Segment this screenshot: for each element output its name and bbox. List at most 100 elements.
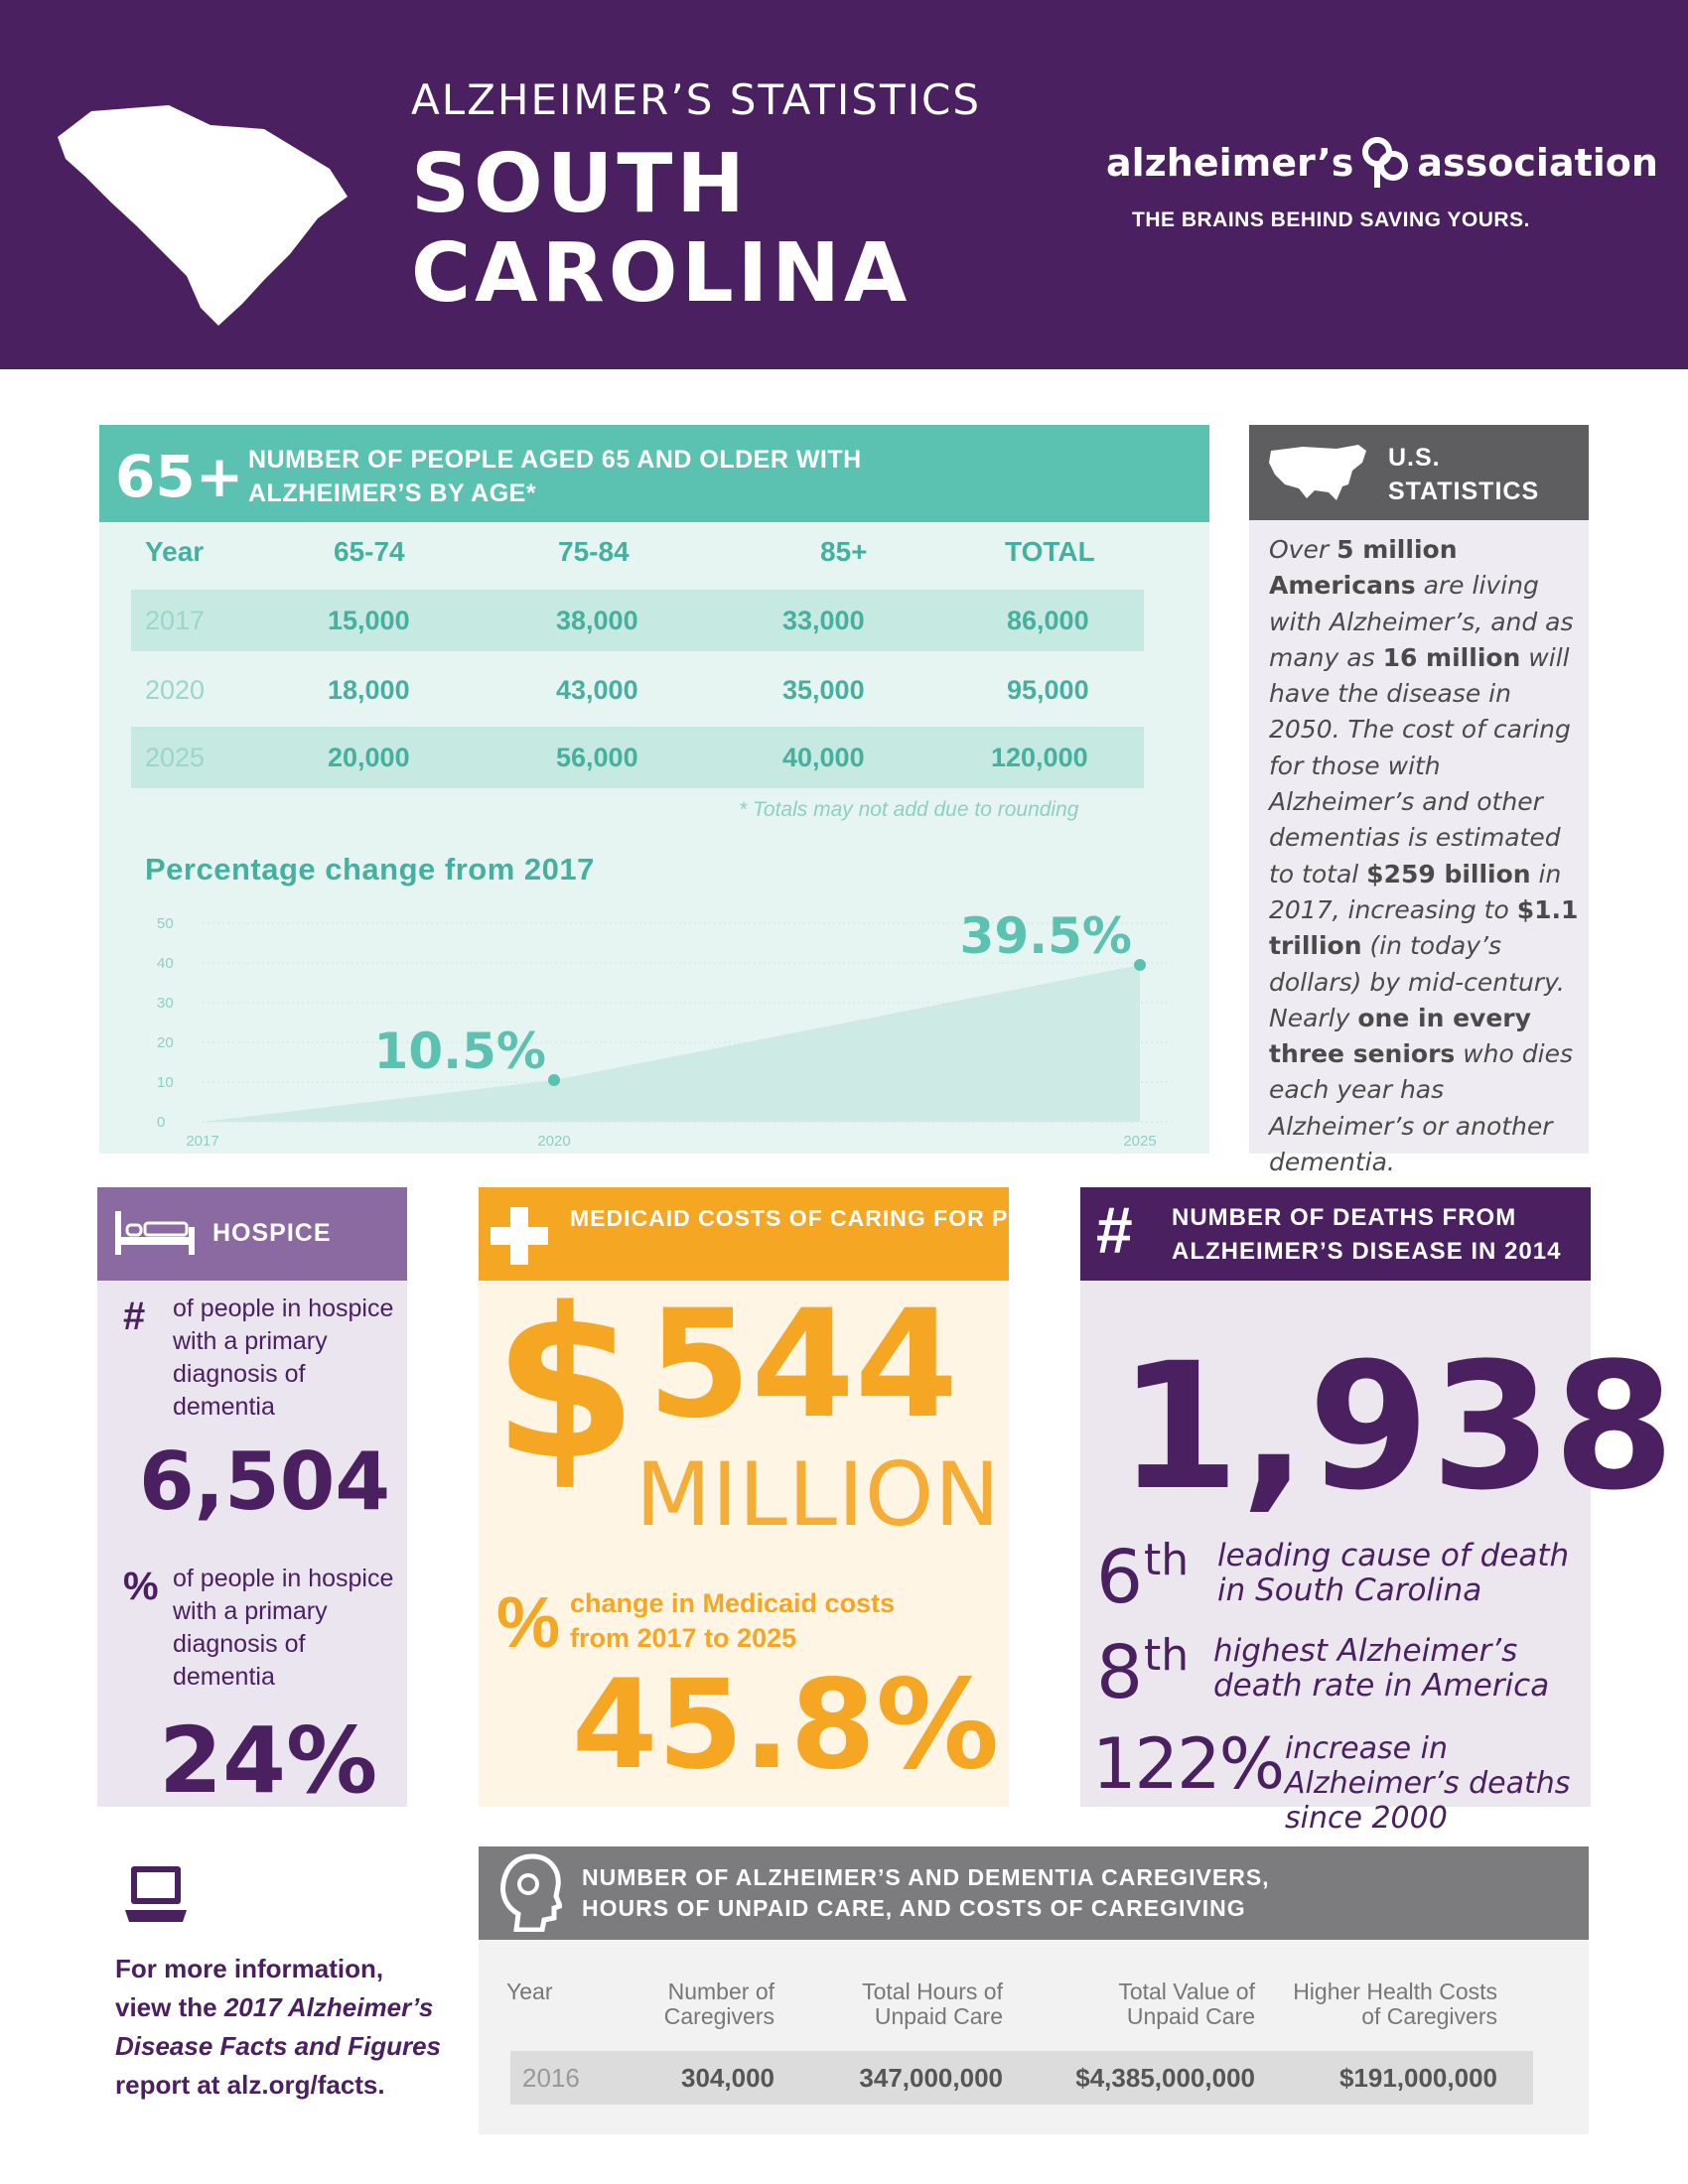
care-header-value: Total Value of Unpaid Care (1118, 1979, 1255, 2029)
care-cell-health: $191,000,000 (1338, 2063, 1497, 2093)
rank-1-suffix: th (1144, 1535, 1190, 1585)
chart-title: Percentage change from 2017 (145, 852, 595, 887)
age-stats-title: NUMBER OF PEOPLE AGED 65 AND OLDER WITH … (248, 446, 862, 507)
care-cell-hours: 347,000,000 (859, 2063, 1003, 2093)
state-name-line-1: SOUTH (411, 137, 749, 231)
care-header-caregivers: Number of Caregivers (663, 1979, 774, 2029)
bed-icon (115, 1211, 195, 1255)
hash-icon: # (123, 1295, 146, 1338)
chart-x-tick-label: 2017 (186, 1133, 218, 1150)
table-header-85plus: 85+ (820, 536, 868, 567)
table-cell: 33,000 (782, 606, 865, 635)
chart-y-tick-label: 40 (157, 955, 174, 972)
table-cell-year: 2025 (145, 743, 206, 772)
association-logo: alzheimer’s association (1106, 133, 1658, 193)
caregivers-header (479, 1846, 1589, 1940)
chart-x-tick-label: 2020 (537, 1133, 570, 1150)
caregivers-title: NUMBER OF ALZHEIMER’S AND DEMENTIA CAREG… (582, 1864, 1270, 1921)
chart-y-tick-label: 0 (157, 1114, 165, 1131)
table-header-total: TOTAL (1005, 536, 1095, 567)
deaths-title: NUMBER OF DEATHS FROM ALZHEIMER’S DISEAS… (1172, 1204, 1562, 1265)
chart-data-point (1134, 959, 1146, 971)
us-text-part: are living with Alzheimer’s, and as many… (1269, 571, 1574, 672)
deaths-increase-value: 122% (1092, 1723, 1285, 1805)
deaths-value: 1,938 (1118, 1325, 1676, 1529)
dollar-sign: $ (492, 1263, 638, 1506)
report-title: 2017 Alzheimer’s Disease Facts and Figur… (115, 1992, 442, 2061)
us-stats-panel (1249, 425, 1589, 1154)
state-name-line-2: CAROLINA (411, 226, 912, 321)
table-cell: 86,000 (1007, 606, 1089, 635)
table-header-65-74: 65-74 (334, 536, 405, 567)
us-text-emphasis: 5 million Americans (1269, 535, 1458, 601)
us-text-part: who dies each year has Alzheimer’s or an… (1269, 1039, 1573, 1177)
table-cell: 56,000 (556, 743, 638, 772)
us-text-emphasis: $1.1 trillion (1269, 894, 1579, 961)
us-text-part: will have the disease in 2050. The cost … (1269, 642, 1571, 888)
hospice-pct-label: of people in hospice with a primary diag… (173, 1565, 394, 1691)
hospice-panel (97, 1187, 407, 1807)
more-info-part: For more information, view the (115, 1954, 384, 2022)
header-subtitle: ALZHEIMER’S STATISTICS (411, 75, 981, 124)
chart-y-tick-label: 50 (157, 915, 174, 932)
table-cell: 35,000 (782, 675, 865, 705)
us-text-emphasis: one in every three seniors (1269, 1003, 1531, 1069)
us-map-icon (1269, 445, 1366, 500)
care-header-health: Higher Health Costs of Caregivers (1293, 1979, 1497, 2029)
table-cell: 20,000 (328, 743, 410, 772)
rank-1-number: 6 (1096, 1535, 1144, 1620)
medicaid-header (479, 1187, 1009, 1281)
percentage-change-chart: 0 10 20 30 40 50 10.5% 39.5% 2017 2020 2025 (157, 907, 1172, 1150)
deaths-panel (1080, 1187, 1591, 1807)
rank-2-suffix: th (1144, 1630, 1190, 1681)
chart-y-tick-label: 10 (157, 1074, 174, 1091)
more-info-text: For more information, view the 2017 Alzh… (115, 1950, 443, 2105)
percent-icon: % (496, 1583, 561, 1663)
chart-x-tick-label: 2025 (1123, 1133, 1156, 1150)
hospice-count-label: of people in hospice with a primary diag… (173, 1295, 394, 1421)
percent-icon: % (123, 1565, 159, 1608)
chart-data-label: 39.5% (960, 907, 1132, 965)
us-text-part: Over (1269, 535, 1337, 564)
hospice-title: HOSPICE (212, 1219, 332, 1247)
hash-icon: # (1096, 1193, 1133, 1267)
age-stats-header (99, 425, 1209, 522)
chart-data-point (548, 1074, 560, 1086)
deaths-header (1080, 1187, 1591, 1281)
hospice-pct-value: 24% (159, 1707, 378, 1814)
table-row-band (131, 727, 1144, 788)
table-cell: 18,000 (328, 675, 410, 705)
medicaid-panel (479, 1187, 1009, 1807)
table-cell: 40,000 (782, 743, 865, 772)
table-cell: 120,000 (991, 743, 1088, 772)
care-cell-caregivers: 304,000 (681, 2063, 774, 2093)
rank-1-text: leading cause of death in South Carolina (1217, 1538, 1570, 1608)
age-badge: 65+ (115, 443, 244, 510)
chart-y-tick-label: 30 (157, 995, 174, 1012)
chart-area-series (203, 965, 1140, 1122)
south-carolina-map-icon (58, 105, 348, 326)
care-cell-value: $4,385,000,000 (1075, 2063, 1255, 2093)
table-cell-year: 2017 (145, 606, 206, 635)
table-header-75-84: 75-84 (558, 536, 630, 567)
us-stats-title: U.S. STATISTICS (1388, 441, 1539, 508)
brain-logo-icon (1362, 137, 1409, 188)
table-cell: 15,000 (328, 606, 410, 635)
care-table-row (510, 2051, 1533, 2105)
more-info-part: report at alz.org/facts. (115, 2070, 385, 2100)
medical-cross-icon (491, 1207, 548, 1265)
table-cell: 95,000 (1007, 675, 1089, 705)
care-header-year: Year (506, 1979, 553, 2004)
medicaid-amount: 544 (647, 1279, 959, 1451)
medicaid-change-label: change in Medicaid costs from 2017 to 20… (570, 1588, 896, 1653)
us-stats-text: Over 5 million Americans are living with… (1269, 532, 1585, 1180)
rank-2-text: highest Alzheimer’s death rate in Americ… (1213, 1633, 1550, 1704)
us-text-part: in 2017, increasing to (1269, 859, 1562, 924)
chart-y-tick-label: 20 (157, 1034, 174, 1051)
table-header-year: Year (145, 536, 205, 567)
hospice-count-value: 6,504 (139, 1435, 391, 1528)
medicaid-unit: MILLION (635, 1443, 1001, 1546)
us-text-part: (in today’s dollars) by mid-century. Nea… (1269, 931, 1565, 1032)
us-stats-title-line-1: U.S. (1388, 444, 1441, 472)
table-cell-year: 2020 (145, 675, 206, 705)
